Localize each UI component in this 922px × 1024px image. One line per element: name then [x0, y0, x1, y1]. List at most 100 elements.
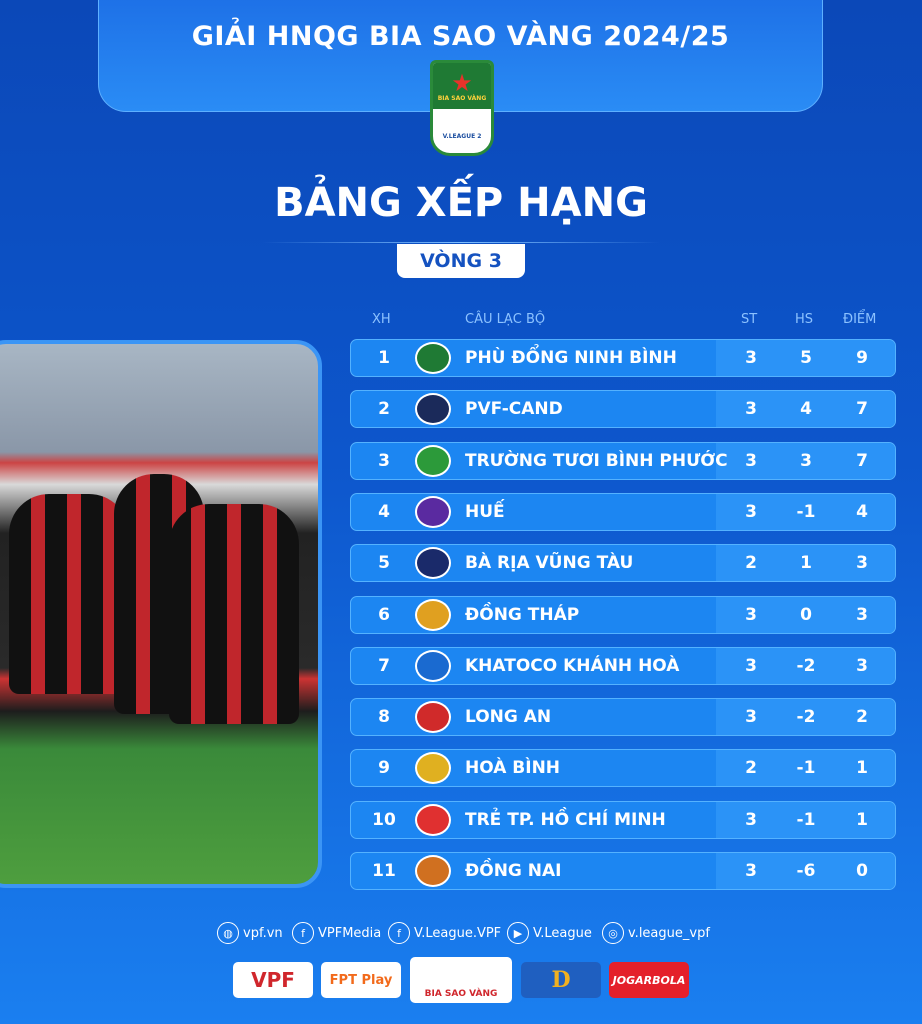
played: 3	[745, 348, 757, 368]
rank: 7	[378, 655, 390, 676]
points: 7	[856, 399, 868, 420]
club-logo-icon	[415, 752, 451, 785]
social-link[interactable]: ▶ V.League	[507, 922, 592, 944]
col-played: ST	[741, 312, 758, 327]
goal-difference: -1	[796, 809, 816, 830]
points: 2	[856, 707, 868, 728]
club-name: HOÀ BÌNH	[465, 758, 561, 779]
stats-bg	[716, 801, 895, 838]
stats-bg	[716, 699, 895, 736]
table-row: 11 ĐỒNG NAI 3 -6 0	[350, 852, 896, 890]
social-label: V.League	[533, 925, 592, 941]
stats-bg	[716, 750, 895, 787]
social-link[interactable]: ◍ vpf.vn	[217, 922, 283, 944]
club-name: ĐỒNG THÁP	[465, 604, 580, 625]
table-row: 8 LONG AN 3 -2 2	[350, 698, 896, 737]
played: 3	[745, 604, 757, 625]
stats-bg	[716, 391, 895, 428]
points: 0	[856, 861, 868, 881]
played: 2	[745, 553, 757, 574]
played: 3	[745, 707, 757, 728]
instagram-icon: ◎	[602, 922, 624, 944]
col-rank: XH	[372, 312, 391, 327]
played: 3	[745, 501, 757, 522]
rank: 11	[372, 861, 396, 881]
col-club: CÂU LẠC BỘ	[465, 312, 546, 327]
table-row: 4 HUẾ 3 -1 4	[350, 492, 896, 531]
goal-difference: -6	[796, 861, 816, 881]
globe-icon: ◍	[217, 922, 239, 944]
rank: 5	[378, 553, 390, 574]
social-label: VPFMedia	[318, 925, 382, 941]
club-logo-icon	[415, 855, 451, 887]
social-link[interactable]: ◎ v.league_vpf	[602, 922, 710, 944]
sponsor-fpt-play: FPT Play	[321, 962, 401, 998]
club-logo-icon	[415, 803, 451, 836]
goal-difference: 5	[800, 348, 812, 368]
played: 3	[745, 399, 757, 420]
social-link[interactable]: f V.League.VPF	[388, 922, 501, 944]
col-gd: HS	[795, 312, 814, 327]
divider	[262, 242, 660, 243]
rank: 10	[372, 809, 396, 830]
facebook-icon: f	[292, 922, 314, 944]
social-link[interactable]: f VPFMedia	[292, 922, 381, 944]
table-row: 6 ĐỒNG THÁP 3 0 3	[350, 595, 896, 634]
table-row: 2 PVF-CAND 3 4 7	[350, 390, 896, 429]
rank: 9	[378, 758, 390, 779]
points: 3	[856, 604, 868, 625]
club-name: PVF-CAND	[465, 399, 563, 420]
rank: 8	[378, 707, 390, 728]
club-name: ĐỒNG NAI	[465, 861, 562, 881]
stats-bg	[716, 545, 895, 582]
points: 1	[856, 809, 868, 830]
goal-difference: 3	[800, 450, 812, 471]
club-name: KHATOCO KHÁNH HOÀ	[465, 655, 680, 676]
club-name: PHÙ ĐỔNG NINH BÌNH	[465, 348, 677, 368]
goal-difference: 4	[800, 399, 812, 420]
club-name: HUẾ	[465, 501, 505, 522]
club-logo-icon	[415, 701, 451, 734]
rank: 4	[378, 501, 390, 522]
rank: 3	[378, 450, 390, 471]
played: 3	[745, 450, 757, 471]
played: 2	[745, 758, 757, 779]
sponsor-jogarbola: JOGARBOLA	[609, 962, 689, 998]
goal-difference: -2	[796, 707, 816, 728]
club-logo-icon	[415, 393, 451, 426]
col-points: ĐIỂM	[843, 312, 877, 327]
rank: 2	[378, 399, 390, 420]
rank: 1	[378, 348, 390, 368]
points: 7	[856, 450, 868, 471]
club-name: BÀ RỊA VŨNG TÀU	[465, 553, 634, 574]
competition-title: GIẢI HNQG BIA SAO VÀNG 2024/25	[191, 21, 730, 52]
club-logo-icon	[415, 444, 451, 477]
goal-difference: 0	[800, 604, 812, 625]
sponsor-vpf: VPF	[233, 962, 313, 998]
club-logo-icon	[415, 598, 451, 631]
facebook-icon: f	[388, 922, 410, 944]
team-photo	[0, 340, 322, 888]
social-label: v.league_vpf	[628, 925, 710, 941]
club-name: TRƯỜNG TƯƠI BÌNH PHƯỚC	[465, 450, 728, 471]
points: 3	[856, 655, 868, 676]
points: 4	[856, 501, 868, 522]
stats-bg	[716, 853, 895, 889]
goal-difference: -1	[796, 758, 816, 779]
social-label: vpf.vn	[243, 925, 283, 941]
club-logo-icon	[415, 495, 451, 528]
sponsor-bia-sao-vang: BIA SAO VÀNG	[410, 957, 512, 1003]
stats-bg	[716, 493, 895, 530]
club-name: LONG AN	[465, 707, 552, 728]
played: 3	[745, 655, 757, 676]
played: 3	[745, 861, 757, 881]
table-row: 1 PHÙ ĐỔNG NINH BÌNH 3 5 9	[350, 339, 896, 377]
points: 3	[856, 553, 868, 574]
stats-bg	[716, 596, 895, 633]
stats-bg	[716, 647, 895, 684]
played: 3	[745, 809, 757, 830]
table-row: 9 HOÀ BÌNH 2 -1 1	[350, 749, 896, 788]
club-name: TRẺ TP. HỒ CHÍ MINH	[465, 809, 666, 830]
club-logo-icon	[415, 342, 451, 374]
points: 9	[856, 348, 868, 368]
